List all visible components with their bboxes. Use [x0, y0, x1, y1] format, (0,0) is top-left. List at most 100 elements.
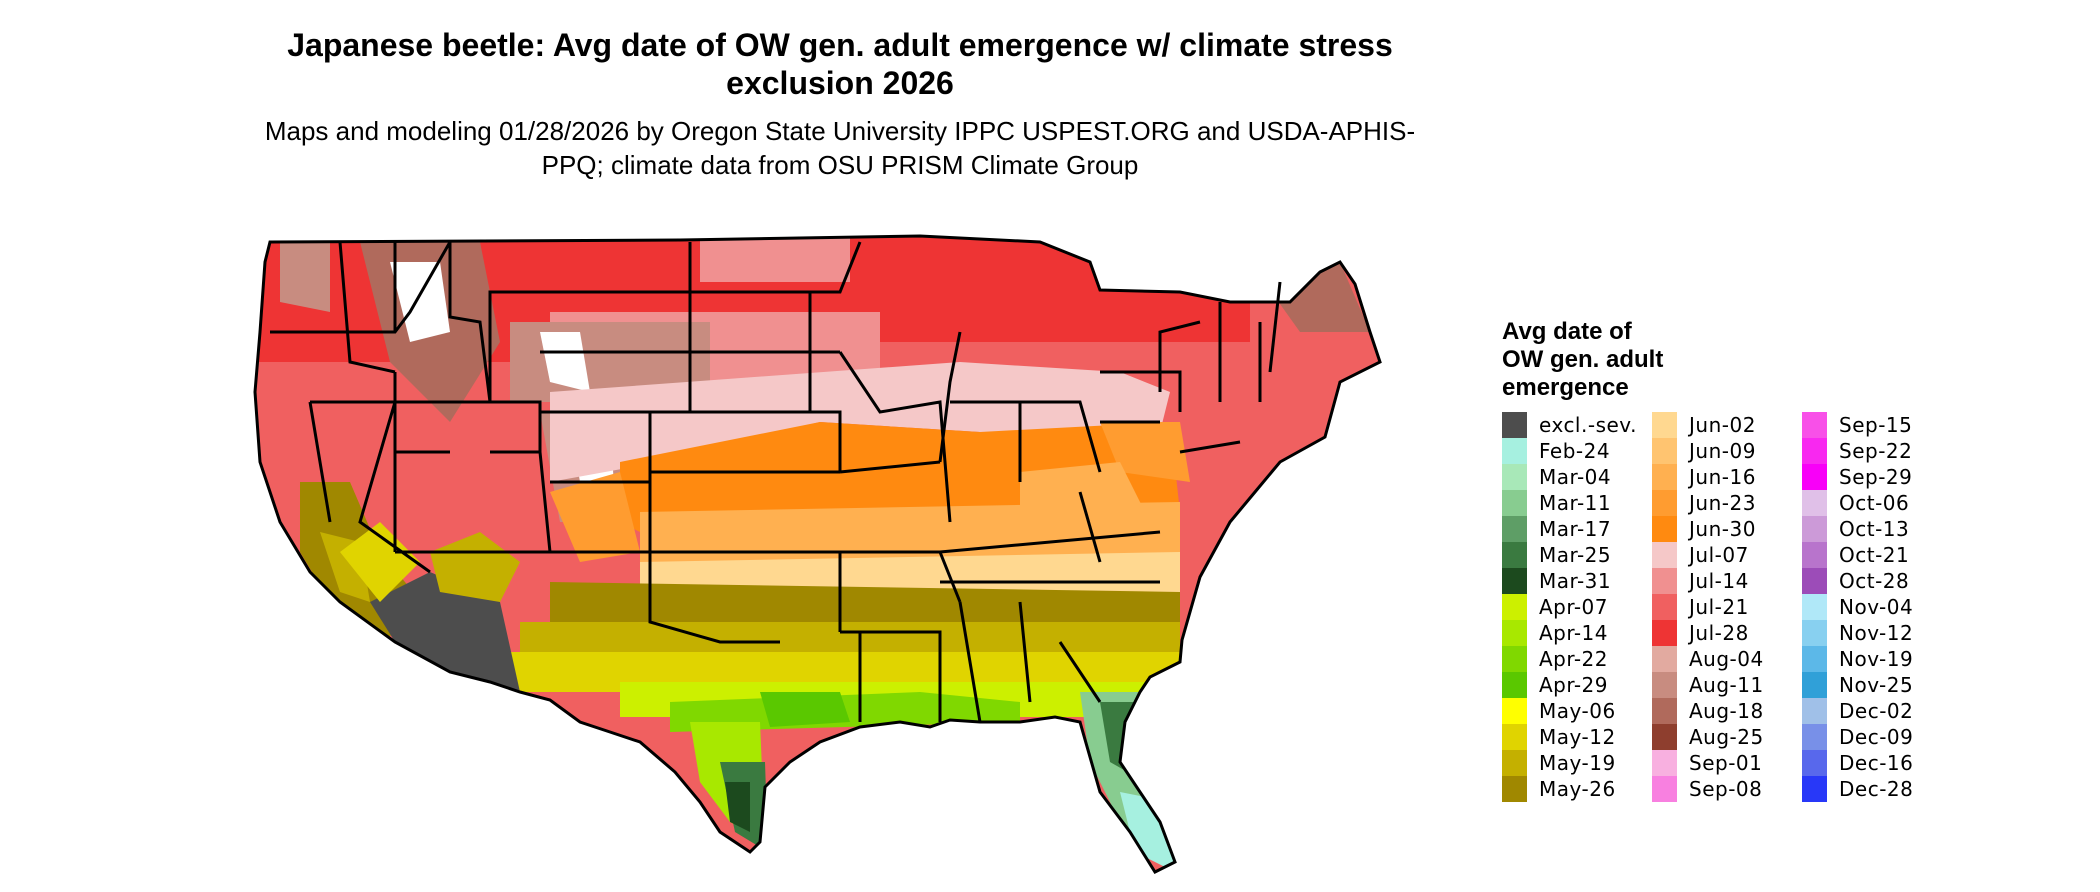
legend-item: Sep-22	[1802, 438, 1952, 464]
legend-item: Sep-29	[1802, 464, 1952, 490]
legend-label: Sep-15	[1839, 413, 1913, 437]
legend-swatch	[1802, 412, 1827, 438]
legend-item: Mar-11	[1502, 490, 1652, 516]
legend-label: Apr-14	[1539, 621, 1608, 645]
state-borders	[253, 234, 1382, 874]
legend-swatch	[1802, 646, 1827, 672]
legend-swatch	[1652, 542, 1677, 568]
legend-label: Sep-08	[1689, 777, 1763, 801]
legend-label: Jun-23	[1689, 491, 1756, 515]
legend-item: Jul-07	[1652, 542, 1802, 568]
legend-swatch	[1652, 594, 1677, 620]
legend-label: Dec-02	[1839, 699, 1914, 723]
legend-item: May-26	[1502, 776, 1652, 802]
legend-label: Nov-19	[1839, 647, 1914, 671]
legend-item: Aug-11	[1652, 672, 1802, 698]
legend-label: Dec-28	[1839, 777, 1914, 801]
title-block: Japanese beetle: Avg date of OW gen. adu…	[240, 26, 1440, 182]
legend-item: Mar-31	[1502, 568, 1652, 594]
legend-label: Aug-25	[1689, 725, 1764, 749]
legend-swatch	[1652, 698, 1677, 724]
legend-columns: excl.-sev. Feb-24 Mar-04 Mar-11 Mar-17 Mar-25…	[1502, 412, 1952, 802]
legend-item: Oct-06	[1802, 490, 1952, 516]
legend-swatch	[1502, 698, 1527, 724]
legend-label: May-26	[1539, 777, 1616, 801]
legend-swatch	[1652, 776, 1677, 802]
legend-label: Jun-02	[1689, 413, 1756, 437]
legend-label: Jul-21	[1689, 595, 1749, 619]
legend-swatch	[1802, 542, 1827, 568]
legend-swatch	[1802, 568, 1827, 594]
legend-label: Oct-21	[1839, 543, 1910, 567]
legend-swatch	[1502, 412, 1527, 438]
legend-item: Aug-25	[1652, 724, 1802, 750]
legend-swatch	[1502, 490, 1527, 516]
legend-swatch	[1502, 672, 1527, 698]
legend-label: Jun-09	[1689, 439, 1756, 463]
legend-label: Oct-13	[1839, 517, 1910, 541]
us-map	[220, 222, 1470, 890]
legend-item: Nov-19	[1802, 646, 1952, 672]
legend-swatch	[1652, 646, 1677, 672]
legend-swatch	[1652, 672, 1677, 698]
legend-item: Apr-29	[1502, 672, 1652, 698]
legend-swatch	[1802, 750, 1827, 776]
legend-swatch	[1652, 438, 1677, 464]
legend-item: Dec-16	[1802, 750, 1952, 776]
legend-swatch	[1652, 412, 1677, 438]
legend-swatch	[1652, 568, 1677, 594]
legend-label: Apr-22	[1539, 647, 1608, 671]
legend-item: Mar-04	[1502, 464, 1652, 490]
legend-label: Mar-31	[1539, 569, 1612, 593]
legend-label: Sep-29	[1839, 465, 1913, 489]
legend-swatch	[1652, 516, 1677, 542]
legend-item: Oct-13	[1802, 516, 1952, 542]
legend-item: Jun-02	[1652, 412, 1802, 438]
legend-swatch	[1502, 542, 1527, 568]
legend-label: Mar-25	[1539, 543, 1612, 567]
legend-item: Jul-14	[1652, 568, 1802, 594]
legend-item: Apr-07	[1502, 594, 1652, 620]
legend-swatch	[1652, 464, 1677, 490]
legend-swatch	[1802, 516, 1827, 542]
map-subtitle: Maps and modeling 01/28/2026 by Oregon S…	[264, 116, 1416, 180]
legend-item: Aug-04	[1652, 646, 1802, 672]
legend-item: Sep-15	[1802, 412, 1952, 438]
legend-label: Feb-24	[1539, 439, 1611, 463]
legend-swatch	[1502, 594, 1527, 620]
legend-swatch	[1502, 776, 1527, 802]
legend-label: Sep-01	[1689, 751, 1763, 775]
legend-item: Sep-08	[1652, 776, 1802, 802]
legend-item: Sep-01	[1652, 750, 1802, 776]
legend-item: Apr-22	[1502, 646, 1652, 672]
legend-swatch	[1802, 776, 1827, 802]
legend-label: Dec-09	[1839, 725, 1914, 749]
legend-label: Mar-11	[1539, 491, 1612, 515]
legend-label: Oct-06	[1839, 491, 1910, 515]
legend-swatch	[1502, 620, 1527, 646]
legend-item: Jun-23	[1652, 490, 1802, 516]
legend-label: Jul-14	[1689, 569, 1749, 593]
legend-swatch	[1802, 464, 1827, 490]
legend-item: Feb-24	[1502, 438, 1652, 464]
legend-swatch	[1802, 438, 1827, 464]
legend-swatch	[1652, 724, 1677, 750]
legend-title: Avg date of OW gen. adult emergence	[1502, 318, 1664, 401]
legend-swatch	[1802, 724, 1827, 750]
legend-label: Jun-30	[1689, 517, 1756, 541]
legend-item: Jul-28	[1652, 620, 1802, 646]
legend-item: Nov-04	[1802, 594, 1952, 620]
legend-item: Mar-25	[1502, 542, 1652, 568]
legend-label: May-06	[1539, 699, 1616, 723]
legend-label: Apr-29	[1539, 673, 1608, 697]
legend-label: Mar-17	[1539, 517, 1612, 541]
legend-item: excl.-sev.	[1502, 412, 1652, 438]
legend-label: May-12	[1539, 725, 1616, 749]
legend-item: Dec-02	[1802, 698, 1952, 724]
legend-swatch	[1802, 594, 1827, 620]
legend-column: Jun-02 Jun-09 Jun-16 Jun-23 Jun-30 Jul-07 Jul-…	[1652, 412, 1802, 802]
legend-label: excl.-sev.	[1539, 413, 1637, 437]
legend-swatch	[1502, 724, 1527, 750]
legend: Avg date of OW gen. adult emergence excl…	[1502, 318, 1952, 802]
legend-item: Jun-16	[1652, 464, 1802, 490]
